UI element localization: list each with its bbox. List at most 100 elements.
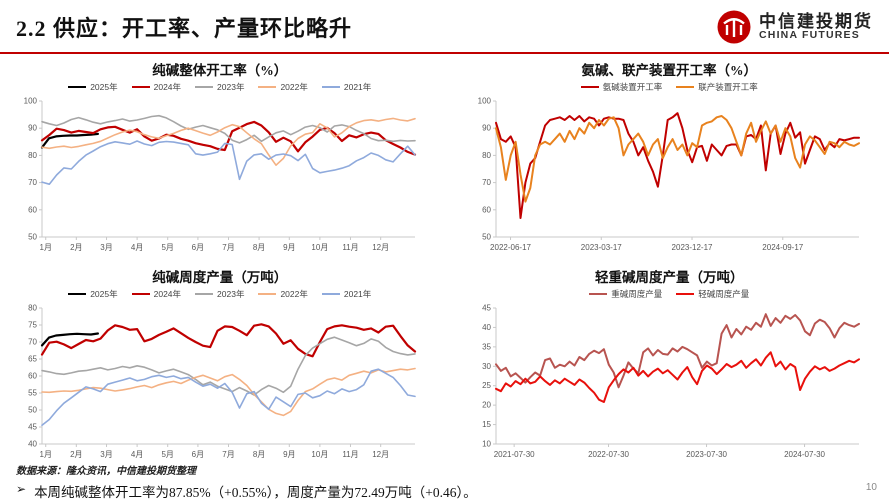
legend-item: 氨碱装置开工率 [580,81,663,93]
svg-text:70: 70 [28,178,37,187]
chart-overall-operating-rate: 纯碱整体开工率（%） 2025年 2024年 2023年 2022年 2021年 50 6… [12,58,428,253]
svg-text:45: 45 [28,423,37,432]
svg-text:50: 50 [482,233,491,242]
svg-text:2023-12-17: 2023-12-17 [672,243,713,252]
legend-label: 2024年 [153,289,182,299]
svg-text:70: 70 [482,178,491,187]
legend-label: 2022年 [280,289,308,299]
summary-text: 本周纯碱整体开工率为87.85%（+0.55%），周度产量为72.49万吨（+0… [34,485,477,500]
legend-item: 轻碱周度产量 [676,288,749,300]
svg-text:11月: 11月 [342,450,358,459]
chart-light-heavy-output: 轻重碱周度产量（万吨） 重碱周度产量 轻碱周度产量 10 15 20 25 30 35 40 4… [462,265,878,460]
citic-logo-icon [717,10,751,44]
svg-text:80: 80 [28,151,37,160]
svg-text:1月: 1月 [39,243,51,252]
svg-text:4月: 4月 [131,243,143,252]
svg-text:15: 15 [482,420,491,429]
svg-text:60: 60 [482,205,491,214]
svg-text:2024-07-30: 2024-07-30 [784,450,825,459]
chart-legend: 2025年 2024年 2023年 2022年 2021年 [68,80,371,94]
svg-text:2月: 2月 [70,243,82,252]
summary-line: ➢ 本周纯碱整体开工率为87.85%（+0.55%），周度产量为72.49万吨（… [16,481,873,500]
legend-item: 联产装置开工率 [676,81,758,93]
svg-text:7月: 7月 [222,450,234,459]
header: 2.2 供应：开工率、产量环比略升 中信建投期货 CHINA FUTURES [0,0,889,52]
legend-swatch-icon [195,86,214,88]
svg-text:30: 30 [482,362,491,371]
svg-text:9月: 9月 [283,243,295,252]
legend-item: 2021年 [321,288,371,300]
svg-text:2023-07-30: 2023-07-30 [686,450,727,459]
svg-text:8月: 8月 [253,450,265,459]
svg-text:40: 40 [28,440,37,449]
legend-item: 2022年 [258,288,308,300]
legend-label: 2023年 [217,82,245,92]
legend-item: 2024年 [131,81,182,93]
legend-label: 2022年 [280,82,308,92]
svg-text:2023-03-17: 2023-03-17 [581,243,622,252]
legend-swatch-icon [321,293,340,295]
company-logo: 中信建投期货 CHINA FUTURES [716,9,873,45]
charts-grid: 纯碱整体开工率（%） 2025年 2024年 2023年 2022年 2021年 50 6… [0,54,889,460]
svg-text:45: 45 [482,304,491,313]
legend-item: 重碱周度产量 [589,288,662,300]
legend-label: 重碱周度产量 [611,289,663,299]
svg-text:3月: 3月 [100,243,112,252]
legend-label: 轻碱周度产量 [698,289,750,299]
legend-label: 2025年 [90,289,118,299]
chart-title: 轻重碱周度产量（万吨） [595,270,744,285]
svg-text:55: 55 [28,389,37,398]
bullet-arrow-icon: ➢ [16,482,27,496]
legend-label: 2024年 [153,82,182,92]
legend-item: 2022年 [258,81,308,93]
logo-name-en: CHINA FUTURES [759,29,860,42]
svg-text:11月: 11月 [342,243,358,252]
logo-name-cn: 中信建投期货 [759,11,873,31]
data-source-note: 数据来源：隆众资讯，中信建投期货整理 [16,466,196,477]
svg-text:50: 50 [28,406,37,415]
page-number: 10 [865,482,877,493]
legend-item: 2025年 [68,288,118,300]
legend-swatch-icon [131,293,150,295]
svg-text:2月: 2月 [70,450,82,459]
svg-text:60: 60 [28,372,37,381]
chart-canvas-weekly-output: 40 45 50 55 60 65 70 75 80 1月 2月 3月 4月 5月 6月 7月 8月 9月 10月 1… [28,304,416,459]
svg-text:2021-07-30: 2021-07-30 [494,450,535,459]
legend-swatch-icon [258,293,277,295]
legend-item: 2025年 [68,81,118,93]
svg-text:65: 65 [28,355,37,364]
svg-text:3月: 3月 [100,450,112,459]
svg-text:25: 25 [482,381,491,390]
legend-label: 氨碱装置开工率 [602,82,663,92]
chart-ammonia-coproduction-rate: 氨碱、联产装置开工率（%） 氨碱装置开工率 联产装置开工率 50 60 70 80 90 1… [462,58,878,253]
svg-text:12月: 12月 [372,450,389,459]
logo-text: 中信建投期货 CHINA FUTURES [759,11,873,42]
svg-text:75: 75 [28,321,37,330]
legend-item: 2023年 [195,288,244,300]
svg-text:10: 10 [482,440,491,449]
legend-swatch-icon [131,86,150,88]
svg-text:10月: 10月 [311,243,328,252]
legend-item: 2021年 [321,81,371,93]
svg-text:20: 20 [482,401,491,410]
svg-text:100: 100 [23,97,37,106]
chart-legend: 重碱周度产量 轻碱周度产量 [589,287,749,301]
chart-canvas-ammonia-coproduction-rate: 50 60 70 80 90 100 2022-06-17 2023-03-17 2023-12… [478,97,861,252]
legend-swatch-icon [68,86,87,88]
legend-swatch-icon [676,86,695,88]
page-title: 2.2 供应：开工率、产量环比略升 [16,16,353,41]
legend-swatch-icon [68,293,87,295]
svg-text:6月: 6月 [191,243,203,252]
footer: 数据来源：隆众资讯，中信建投期货整理 ➢ 本周纯碱整体开工率为87.85%（+0… [0,460,889,500]
svg-text:12月: 12月 [372,243,389,252]
svg-text:8月: 8月 [253,243,265,252]
svg-text:9月: 9月 [283,450,295,459]
chart-canvas-overall-operating-rate: 50 60 70 80 90 100 1月 2月 3月 4月 5月 6月 7月 8月 9月 10月 11月 12月 [23,97,416,252]
legend-label: 2025年 [90,82,118,92]
svg-text:6月: 6月 [191,450,203,459]
svg-text:4月: 4月 [131,450,143,459]
legend-label: 联产装置开工率 [698,82,758,92]
svg-text:70: 70 [28,338,37,347]
legend-item: 2024年 [131,288,182,300]
